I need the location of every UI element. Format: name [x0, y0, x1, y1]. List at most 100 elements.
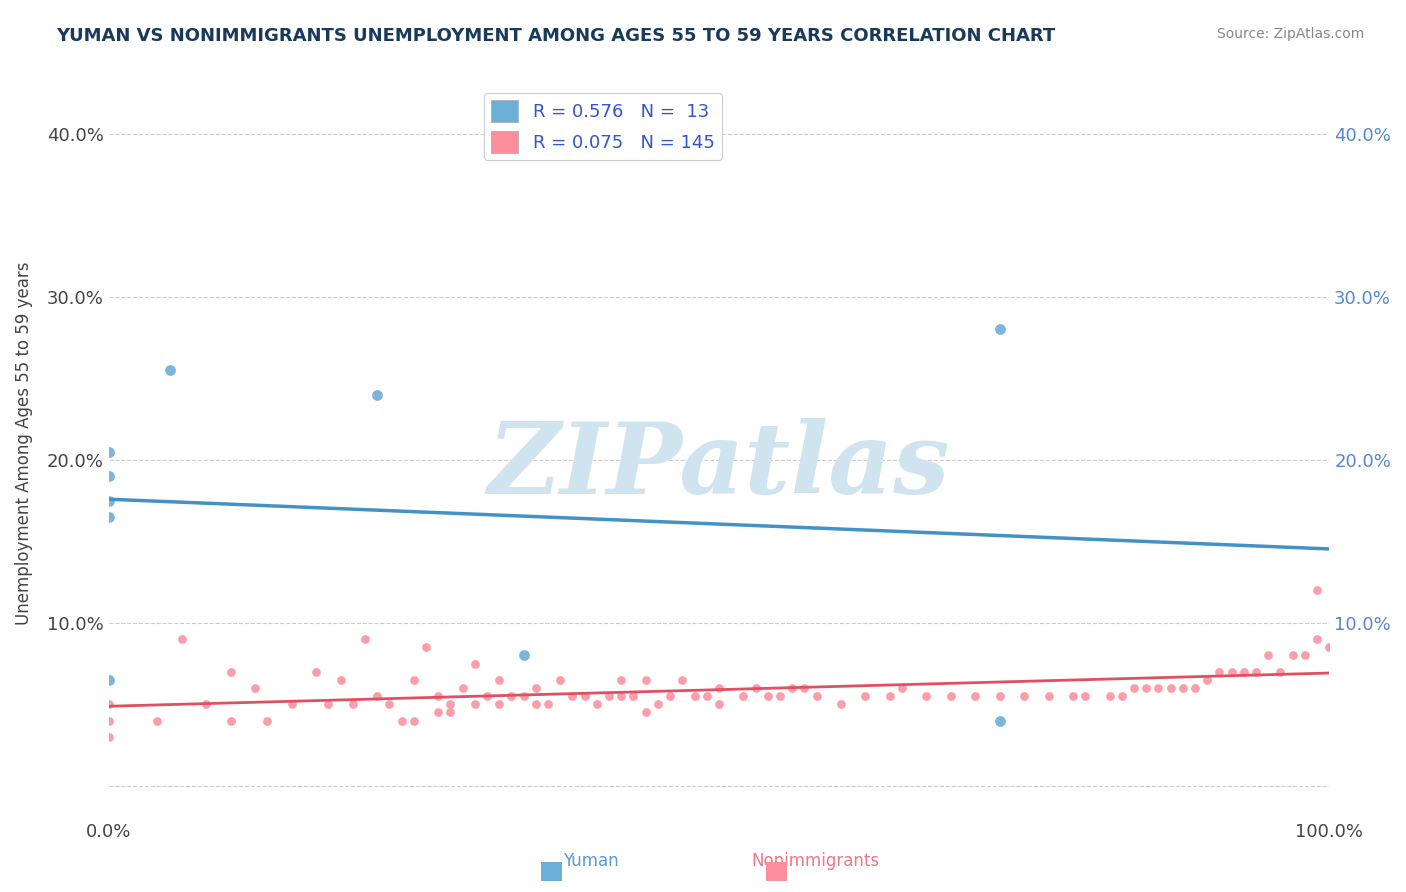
Point — [318, 698, 340, 712]
Point — [830, 698, 852, 712]
Point — [598, 689, 620, 703]
Point — [97, 698, 120, 712]
Point — [354, 632, 377, 647]
Text: ZIPatlas: ZIPatlas — [488, 417, 950, 514]
Point — [97, 714, 120, 728]
Point — [170, 632, 193, 647]
Point — [366, 689, 388, 703]
Point — [97, 469, 120, 483]
Point — [439, 698, 461, 712]
Point — [488, 673, 510, 687]
Point — [647, 698, 669, 712]
Point — [939, 689, 962, 703]
Point — [305, 665, 328, 679]
Point — [159, 363, 181, 377]
Point — [342, 698, 364, 712]
Point — [1294, 648, 1316, 663]
Point — [1147, 681, 1170, 695]
Point — [1062, 689, 1084, 703]
Y-axis label: Unemployment Among Ages 55 to 59 years: Unemployment Among Ages 55 to 59 years — [15, 261, 32, 625]
Point — [671, 673, 693, 687]
Point — [988, 714, 1011, 728]
Point — [1135, 681, 1157, 695]
Point — [464, 657, 486, 671]
Point — [793, 681, 815, 695]
Point — [683, 689, 706, 703]
Point — [1111, 689, 1133, 703]
Point — [586, 698, 609, 712]
Point — [280, 698, 302, 712]
Point — [464, 698, 486, 712]
Point — [548, 673, 571, 687]
Point — [1270, 665, 1292, 679]
Point — [1171, 681, 1194, 695]
Point — [415, 640, 437, 655]
Point — [610, 689, 633, 703]
Point — [1220, 665, 1243, 679]
Point — [427, 706, 450, 720]
Legend: R = 0.576   N =  13, R = 0.075   N = 145: R = 0.576 N = 13, R = 0.075 N = 145 — [484, 93, 721, 160]
Point — [1160, 681, 1182, 695]
Point — [1197, 673, 1219, 687]
Point — [1306, 583, 1329, 598]
Point — [707, 698, 730, 712]
Point — [366, 387, 388, 401]
Point — [402, 673, 425, 687]
Point — [97, 444, 120, 458]
Point — [659, 689, 682, 703]
Point — [146, 714, 169, 728]
Point — [634, 706, 657, 720]
Point — [561, 689, 583, 703]
Point — [891, 681, 914, 695]
Point — [1306, 632, 1329, 647]
Point — [439, 706, 461, 720]
Point — [1123, 681, 1146, 695]
Point — [329, 673, 352, 687]
Point — [1208, 665, 1230, 679]
Point — [756, 689, 779, 703]
Point — [1257, 648, 1279, 663]
Point — [391, 714, 413, 728]
Point — [744, 681, 766, 695]
Point — [1233, 665, 1256, 679]
Text: Yuman: Yuman — [562, 852, 619, 870]
Point — [1098, 689, 1121, 703]
Text: YUMAN VS NONIMMIGRANTS UNEMPLOYMENT AMONG AGES 55 TO 59 YEARS CORRELATION CHART: YUMAN VS NONIMMIGRANTS UNEMPLOYMENT AMON… — [56, 27, 1056, 45]
Point — [988, 689, 1011, 703]
Point — [537, 698, 560, 712]
Point — [634, 673, 657, 687]
Point — [524, 698, 547, 712]
Point — [1184, 681, 1206, 695]
Point — [378, 698, 401, 712]
Point — [855, 689, 877, 703]
Point — [769, 689, 792, 703]
Point — [696, 689, 718, 703]
Point — [1281, 648, 1303, 663]
Point — [733, 689, 755, 703]
Point — [965, 689, 987, 703]
Point — [1012, 689, 1035, 703]
Point — [97, 730, 120, 744]
Point — [623, 689, 645, 703]
Point — [97, 673, 120, 687]
Point — [1244, 665, 1267, 679]
Point — [219, 714, 242, 728]
Text: Source: ZipAtlas.com: Source: ZipAtlas.com — [1216, 27, 1364, 41]
Point — [574, 689, 596, 703]
Point — [475, 689, 498, 703]
Point — [97, 509, 120, 524]
Point — [1038, 689, 1060, 703]
Point — [524, 681, 547, 695]
Point — [707, 681, 730, 695]
Point — [243, 681, 266, 695]
Point — [512, 648, 534, 663]
Point — [97, 493, 120, 508]
Point — [256, 714, 278, 728]
Point — [780, 681, 803, 695]
Point — [806, 689, 828, 703]
Point — [610, 673, 633, 687]
Point — [488, 698, 510, 712]
Point — [219, 665, 242, 679]
Text: Nonimmigrants: Nonimmigrants — [751, 852, 880, 870]
Point — [1317, 640, 1340, 655]
